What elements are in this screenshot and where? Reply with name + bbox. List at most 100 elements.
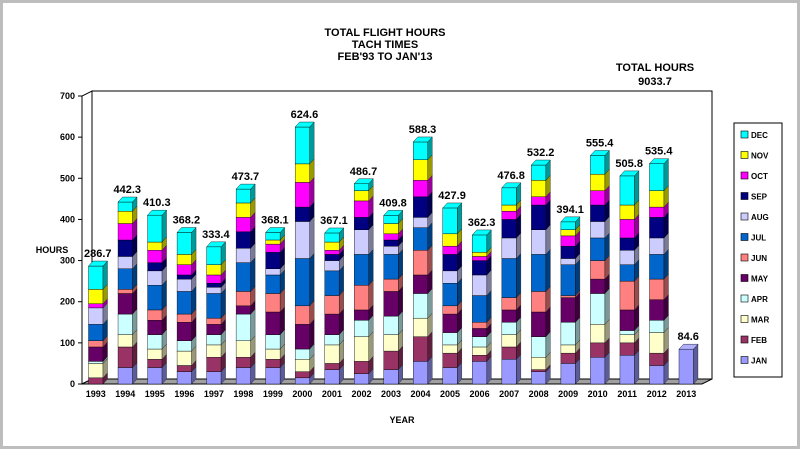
bar-segment xyxy=(619,219,635,239)
x-tick-label: 1999 xyxy=(263,389,283,399)
bar-total-label: 368.2 xyxy=(173,215,201,227)
bar-segment xyxy=(294,258,310,307)
bar-top xyxy=(589,150,610,156)
bar-segment xyxy=(472,256,488,261)
bar-segment xyxy=(117,346,133,368)
bar-segment xyxy=(88,303,104,309)
bar-total-label: 555.4 xyxy=(586,137,614,149)
bar-segment xyxy=(206,334,222,346)
bar-segment xyxy=(619,250,635,265)
bar-segment-side xyxy=(634,349,640,385)
x-tick-label: 2012 xyxy=(647,389,667,399)
legend-label: NOV xyxy=(751,152,769,161)
x-tick-label: 2000 xyxy=(292,389,312,399)
bar-segment xyxy=(590,324,606,344)
bar-segment xyxy=(206,274,222,284)
bar-segment xyxy=(176,291,192,315)
bar-segment xyxy=(206,371,222,385)
bar-segment xyxy=(324,344,340,364)
bar-segment xyxy=(531,196,547,206)
bar-segment xyxy=(560,229,576,237)
bar-segment xyxy=(354,320,369,337)
bar-segment xyxy=(413,274,428,294)
bar-segment xyxy=(619,264,635,282)
bar-segment xyxy=(501,210,517,220)
bar-segment xyxy=(294,324,310,350)
bar-segment xyxy=(531,229,547,255)
bar-segment xyxy=(206,317,222,325)
bar-segment xyxy=(413,317,428,337)
bar-segment xyxy=(235,202,251,218)
total-hours-value: 9033.7 xyxy=(638,76,672,88)
bar-segment xyxy=(413,141,428,160)
bar-segment xyxy=(560,264,576,296)
bar-top xyxy=(265,227,286,233)
bar-segment xyxy=(619,330,635,335)
chart-title-line-3: FEB'93 TO JAN'13 xyxy=(338,51,433,63)
bar-segment xyxy=(265,311,281,335)
bar-segment xyxy=(206,246,222,265)
bar-total-label: 362.3 xyxy=(468,217,496,229)
bar-segment xyxy=(147,262,163,272)
bar-segment xyxy=(265,334,281,350)
bar-segment xyxy=(324,254,340,261)
bar-segment xyxy=(294,163,310,183)
bar-top xyxy=(383,210,404,216)
bar-segment xyxy=(442,313,458,333)
x-tick-label: 1998 xyxy=(233,389,253,399)
bar-segment xyxy=(472,322,488,329)
legend-swatch xyxy=(740,151,749,159)
bar-segment xyxy=(354,200,369,218)
bar-segment xyxy=(383,223,399,235)
bar-total-label: 624.6 xyxy=(291,109,319,121)
x-tick-label: 2006 xyxy=(470,389,490,399)
bar-segment xyxy=(413,180,428,197)
bar-segment-side xyxy=(486,290,492,323)
x-tick-label: 2001 xyxy=(322,389,342,399)
bar-segment xyxy=(619,334,635,344)
bar-segment xyxy=(472,274,488,296)
bar-segment xyxy=(442,344,458,354)
x-tick-label: 1997 xyxy=(204,389,224,399)
bar-total-label: 394.1 xyxy=(556,204,584,216)
bar-segment xyxy=(413,196,428,218)
bar-segment xyxy=(235,367,251,385)
bar-segment xyxy=(442,233,458,247)
bar-segment xyxy=(619,280,635,311)
bar-segment xyxy=(294,348,310,360)
bar-segment xyxy=(147,270,163,286)
bar-segment-side xyxy=(309,121,315,165)
bar-segment xyxy=(678,348,694,385)
bar-segment xyxy=(649,332,665,354)
bar-segment xyxy=(117,367,133,385)
stacked-bar-chart: 0 100 200 300 400 500 600 700 286.7 1993 442.3 1994… xyxy=(36,27,783,425)
bar-segment xyxy=(324,260,340,272)
bar-total-label: 505.8 xyxy=(615,158,643,170)
bar-segment xyxy=(649,206,665,218)
bar-segment xyxy=(294,305,310,325)
bar-segment xyxy=(413,250,428,276)
bar-segment xyxy=(383,315,399,335)
bar-segment xyxy=(501,309,517,323)
bar-segment xyxy=(176,350,192,366)
legend-label: MAY xyxy=(751,275,769,284)
bar-segment xyxy=(531,371,547,385)
bar-segment-side xyxy=(634,170,640,206)
bar-segment xyxy=(560,258,576,265)
legend-swatch xyxy=(740,253,749,262)
x-tick-label: 1994 xyxy=(115,389,135,399)
bar-segment xyxy=(649,278,665,300)
bar-segment xyxy=(294,221,310,259)
bar-segment xyxy=(324,295,340,315)
bar-segment xyxy=(501,297,517,311)
bar-segment xyxy=(501,359,517,385)
y-tick-label: 300 xyxy=(60,256,75,266)
bar-segment xyxy=(383,239,399,247)
bar-segment xyxy=(265,274,281,294)
bar-segment xyxy=(590,260,606,280)
bar-segment xyxy=(501,187,517,206)
bar-segment xyxy=(560,352,576,364)
bar-segment xyxy=(649,299,665,321)
y-tick-label: 400 xyxy=(60,214,75,224)
bar-segment xyxy=(354,217,369,230)
